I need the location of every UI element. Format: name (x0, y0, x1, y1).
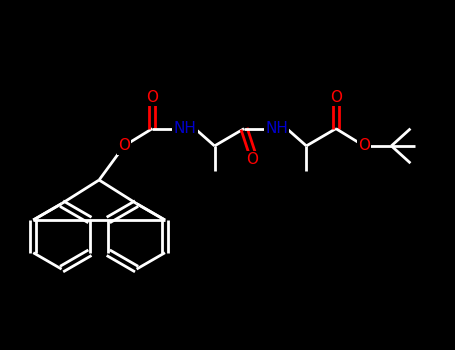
Text: O: O (246, 152, 258, 167)
Text: O: O (330, 90, 342, 105)
Text: NH: NH (265, 121, 288, 136)
Text: O: O (146, 90, 158, 105)
Text: NH: NH (173, 121, 197, 136)
Text: O: O (118, 138, 130, 153)
Text: O: O (358, 138, 370, 153)
